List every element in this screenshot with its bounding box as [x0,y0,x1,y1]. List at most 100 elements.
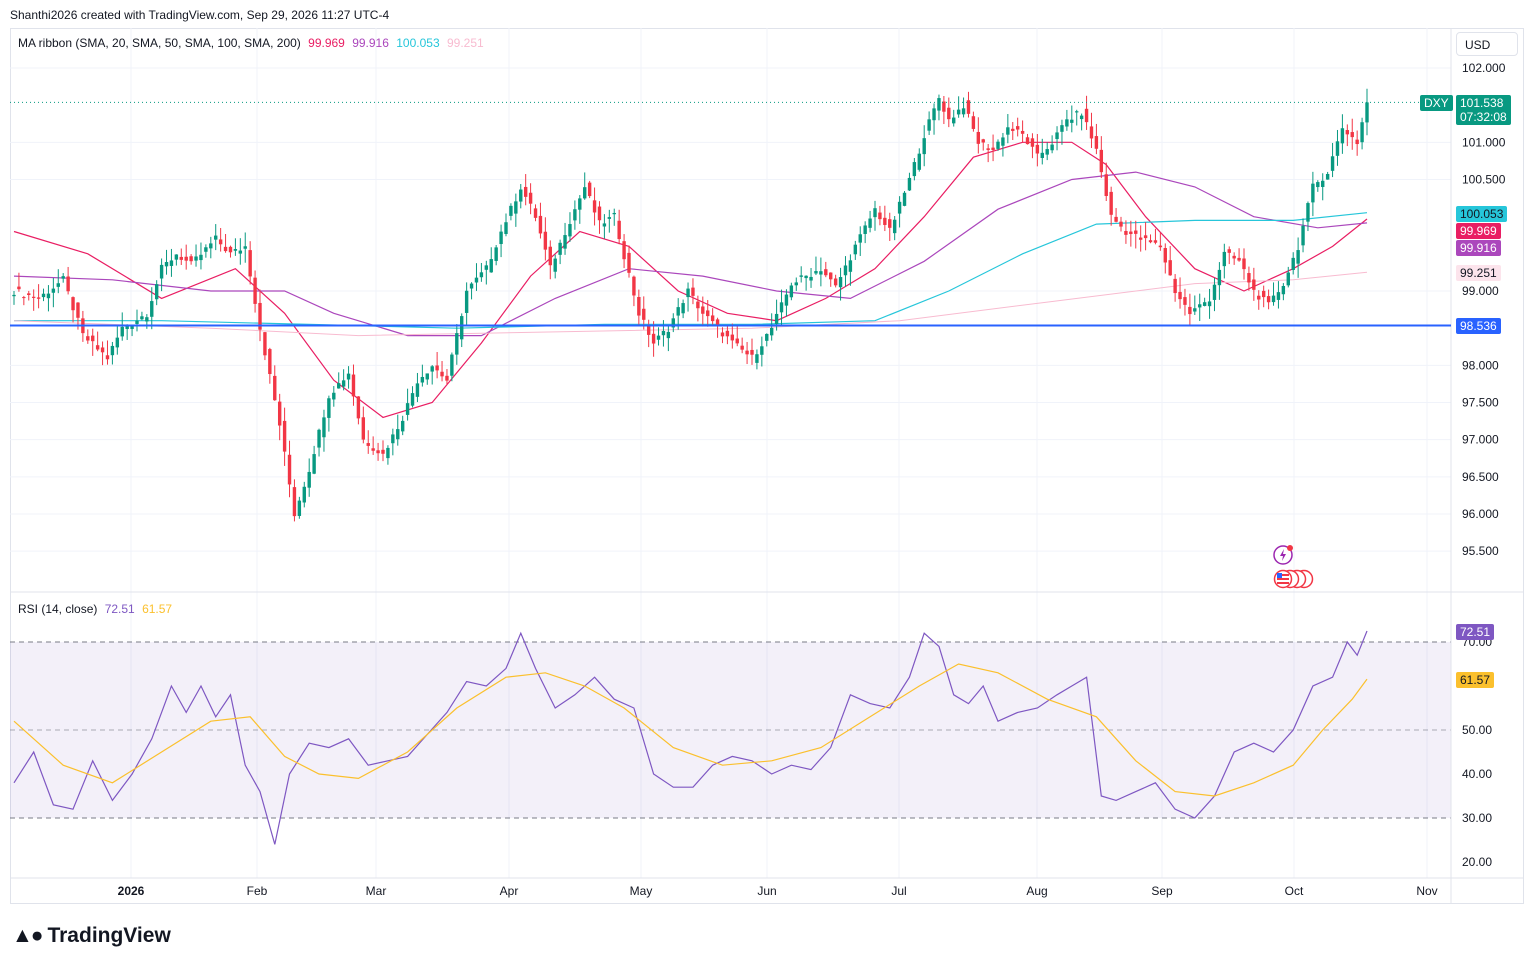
candle-body [169,260,174,266]
candle-body [769,327,774,336]
candle-body [386,447,390,459]
candle-body [1075,111,1079,113]
ma50-tag: 99.916 [1456,240,1501,256]
candle-body [1006,127,1010,135]
candle-body [110,345,115,356]
sma20-line [13,141,1368,419]
candle-body [140,316,144,320]
currency-selector[interactable]: USD [1456,32,1518,56]
candle-body [194,256,198,261]
candle-body [563,235,567,249]
candle-body [617,220,621,240]
candle-body [479,272,484,278]
candle-body [405,403,410,415]
candle-body [779,302,784,313]
candle-body [1207,301,1212,307]
candle-body [597,206,602,221]
candle-body [233,249,238,251]
candle-body [804,275,808,279]
candle-body [1325,173,1330,180]
candle-body [1360,122,1364,143]
candle-body [12,294,16,297]
candle-body [71,297,75,311]
candle-body [223,246,228,252]
ma100-tag: 100.053 [1456,206,1508,222]
candle-body [484,265,489,270]
candle-body [1301,225,1305,246]
candle-body [961,108,966,115]
candle-body [464,290,469,313]
candle-body [681,303,685,314]
last-price-value: 101.538 [1460,96,1504,110]
candle-body [952,117,956,124]
candle-body [1193,308,1197,312]
candle-body [774,313,779,325]
candle-body [937,98,941,111]
candle-body [179,256,183,260]
tradingview-logo[interactable]: ▲● TradingView [12,924,171,948]
candle-body [981,139,985,143]
ma50-value: 99.916 [352,36,389,50]
candle-body [947,107,951,120]
candle-body [691,287,695,296]
last-price-tag: 101.538 07:32:08 [1456,95,1511,125]
candle-body [538,215,543,234]
candle-body [145,317,149,322]
price-tick-label: 96.500 [1462,470,1499,484]
rsi-ma-tag: 61.57 [1456,672,1495,688]
candle-body [1011,128,1015,131]
candle-body [499,231,503,245]
candle-body [514,201,518,214]
candle-body [883,217,887,225]
candle-body [292,487,297,517]
price-tick-label: 96.000 [1462,507,1499,521]
candle-body [1276,292,1281,300]
candle-body [730,334,735,341]
candle-body [533,208,538,218]
candle-body [1227,249,1231,253]
candle-body [789,285,794,298]
candle-body [651,333,656,344]
candle-body [22,297,26,299]
rsi-tick-label: 30.00 [1462,811,1492,825]
ma-ribbon-legend[interactable]: MA ribbon (SMA, 20, SMA, 50, SMA, 100, S… [18,36,488,50]
candle-body [1070,119,1074,123]
ma-ribbon-label: MA ribbon (SMA, 20, SMA, 50, SMA, 100, S… [18,36,301,50]
event-lightning-icon[interactable] [1272,544,1294,566]
candle-body [760,346,764,355]
candle-body [991,147,995,151]
candle-body [1306,203,1310,222]
price-tick-label: 98.000 [1462,358,1499,372]
price-tick-label: 99.000 [1462,284,1499,298]
rsi-label: RSI (14, close) [18,602,98,616]
candle-body [740,345,744,350]
candle-body [204,247,208,252]
candle-body [327,398,331,418]
rsi-legend[interactable]: RSI (14, close) 72.51 61.57 [18,602,176,616]
tradingview-logo-icon: ▲● [12,924,44,947]
candle-body [56,283,60,287]
candle-body [1015,126,1020,130]
candle-body [1217,269,1222,286]
candle-body [656,335,661,340]
candle-body [587,182,592,197]
candle-body [642,308,646,320]
candle-body [1335,141,1340,156]
candle-body [238,250,243,254]
candle-body [253,277,257,304]
candle-body [46,293,51,299]
candle-body [41,293,46,298]
candle-body [558,242,562,255]
candle-body [1296,250,1300,264]
candle-body [425,373,429,380]
ma200-tag: 99.251 [1456,265,1501,281]
economic-events-flags-icon[interactable] [1270,568,1314,590]
candle-body [794,282,798,286]
candle-body [706,310,710,317]
candle-body [956,109,961,115]
candle-body [1232,255,1236,259]
candle-body [814,271,818,274]
candle-body [1237,257,1241,261]
candle-body [632,276,636,296]
